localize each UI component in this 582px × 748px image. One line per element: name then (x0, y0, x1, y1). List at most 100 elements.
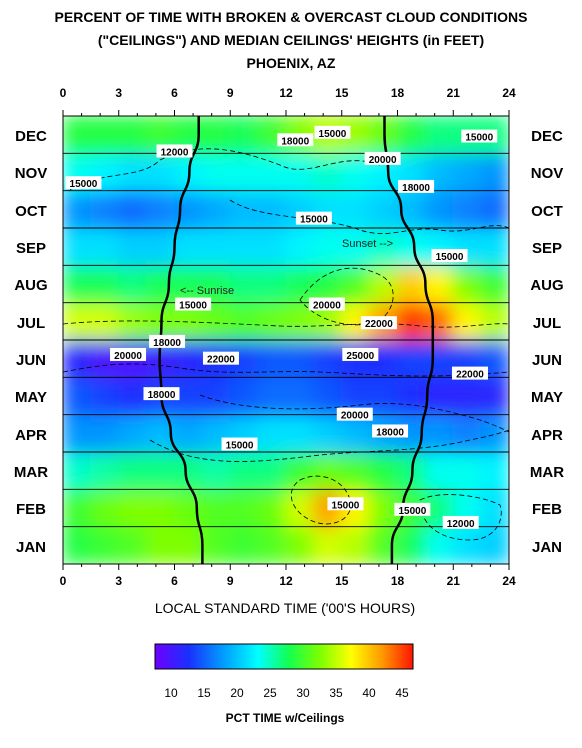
heatmap-cell (312, 152, 343, 192)
heatmap-cell (89, 189, 120, 229)
heatmap-cell (229, 264, 260, 304)
colorbar-tick-label: 40 (362, 686, 376, 700)
heatmap-cell (89, 227, 120, 267)
heatmap-cell (201, 264, 232, 304)
hour-tick-label-top: 3 (115, 86, 123, 100)
svg-text:25000: 25000 (346, 351, 374, 362)
heatmap-cell (424, 264, 455, 304)
heatmap-cell (89, 264, 120, 304)
contour-line (63, 320, 509, 328)
ceiling-height-label: 15000 (221, 437, 258, 452)
heatmap-cell (452, 189, 483, 229)
heatmap-cell (312, 264, 343, 304)
heatmap-cell (89, 451, 120, 491)
heatmap-cell (63, 488, 92, 528)
hour-tick-label-top: 15 (335, 86, 349, 100)
svg-text:18000: 18000 (148, 390, 176, 401)
svg-text:12000: 12000 (447, 519, 475, 530)
heatmap-cell (145, 488, 176, 528)
heatmap-cell (285, 413, 315, 453)
heatmap-cell (257, 227, 287, 267)
heatmap-cell (368, 264, 399, 304)
heatmap-cell (229, 525, 260, 564)
heatmap-cell (117, 451, 148, 491)
svg-text:15000: 15000 (398, 506, 426, 517)
month-label-left: JAN (15, 539, 46, 556)
heatmap-cell (368, 376, 399, 416)
ceiling-height-label: 15000 (431, 249, 468, 263)
colorbar (154, 643, 414, 670)
heatmap-cell (396, 264, 427, 304)
heatmap-cell (173, 227, 204, 267)
heatmap-cell (480, 189, 509, 229)
month-label-right: APR (531, 427, 563, 444)
heatmap-cell (229, 152, 260, 192)
heatmap-cell (229, 116, 260, 155)
ceiling-height-label: 20000 (308, 297, 345, 312)
heatmap-cell (63, 451, 92, 491)
contour-line (299, 267, 394, 326)
heatmap-cell (480, 301, 509, 341)
month-label-left: OCT (15, 203, 47, 220)
colorbar-tick-label: 30 (296, 686, 310, 700)
month-label-right: SEP (531, 240, 562, 257)
heatmap-cell (340, 525, 371, 564)
hour-tick-label-top: 21 (446, 86, 460, 100)
heatmap-cell (396, 339, 427, 379)
heatmap-cell (396, 301, 427, 341)
heatmap-cell (312, 227, 343, 267)
heatmap-cell (257, 301, 287, 341)
hour-tick-label-bottom: 18 (390, 574, 405, 588)
sunset-annotation: Sunset --> (342, 238, 393, 250)
heatmap-cell (424, 301, 455, 341)
heatmap-cell (257, 525, 287, 564)
svg-text:22000: 22000 (207, 355, 235, 366)
heatmap-cell (201, 525, 232, 564)
heatmap-cell (312, 525, 343, 564)
hour-tick-label-top: 18 (390, 86, 405, 100)
heatmap-cell (480, 152, 509, 192)
month-label-left: MAY (15, 389, 47, 406)
svg-text:18000: 18000 (153, 338, 181, 349)
heatmap-cell (368, 227, 399, 267)
heatmap-cell (257, 413, 287, 453)
heatmap-cell (229, 488, 260, 528)
ceiling-height-label: 18000 (143, 387, 180, 401)
month-label-right: OCT (531, 203, 563, 220)
heatmap-cell (285, 376, 315, 416)
hour-tick-label-bottom: 9 (226, 574, 234, 588)
heatmap-cell (480, 264, 509, 304)
ceiling-height-label: 15000 (175, 297, 212, 312)
heatmap-cell (63, 116, 92, 155)
heatmap-cell (285, 339, 315, 379)
heatmap-cell (452, 413, 483, 453)
heatmap-cell (368, 488, 399, 528)
heatmap-cell (424, 116, 455, 155)
heatmap-cell (424, 413, 455, 453)
colorbar-tick-label: 35 (329, 686, 343, 700)
heatmap-cell (63, 264, 92, 304)
svg-text:22000: 22000 (365, 319, 393, 330)
svg-text:15000: 15000 (436, 252, 464, 263)
heatmap-cell (63, 339, 92, 379)
heatmap-cell (424, 525, 455, 564)
heatmap-cell (424, 339, 455, 379)
hour-tick-label-top: 24 (502, 86, 516, 100)
ceiling-height-label: 18000 (398, 179, 435, 194)
svg-text:20000: 20000 (114, 351, 142, 362)
month-label-left: MAR (13, 464, 49, 481)
month-label-left: APR (15, 427, 47, 444)
heatmap-cell (173, 525, 204, 564)
heatmap-cell (117, 227, 148, 267)
heatmap-cell (117, 189, 148, 229)
heatmap-cell (117, 413, 148, 453)
month-label-right: AUG (530, 277, 564, 294)
heatmap-cell (480, 376, 509, 416)
heatmap-cell (145, 227, 176, 267)
heatmap-cell (257, 376, 287, 416)
ceiling-height-label: 20000 (110, 347, 147, 362)
heatmap-field (63, 116, 509, 564)
svg-text:20000: 20000 (341, 411, 369, 422)
ceiling-height-label: 15000 (327, 497, 364, 511)
heatmap-cell (257, 339, 287, 379)
